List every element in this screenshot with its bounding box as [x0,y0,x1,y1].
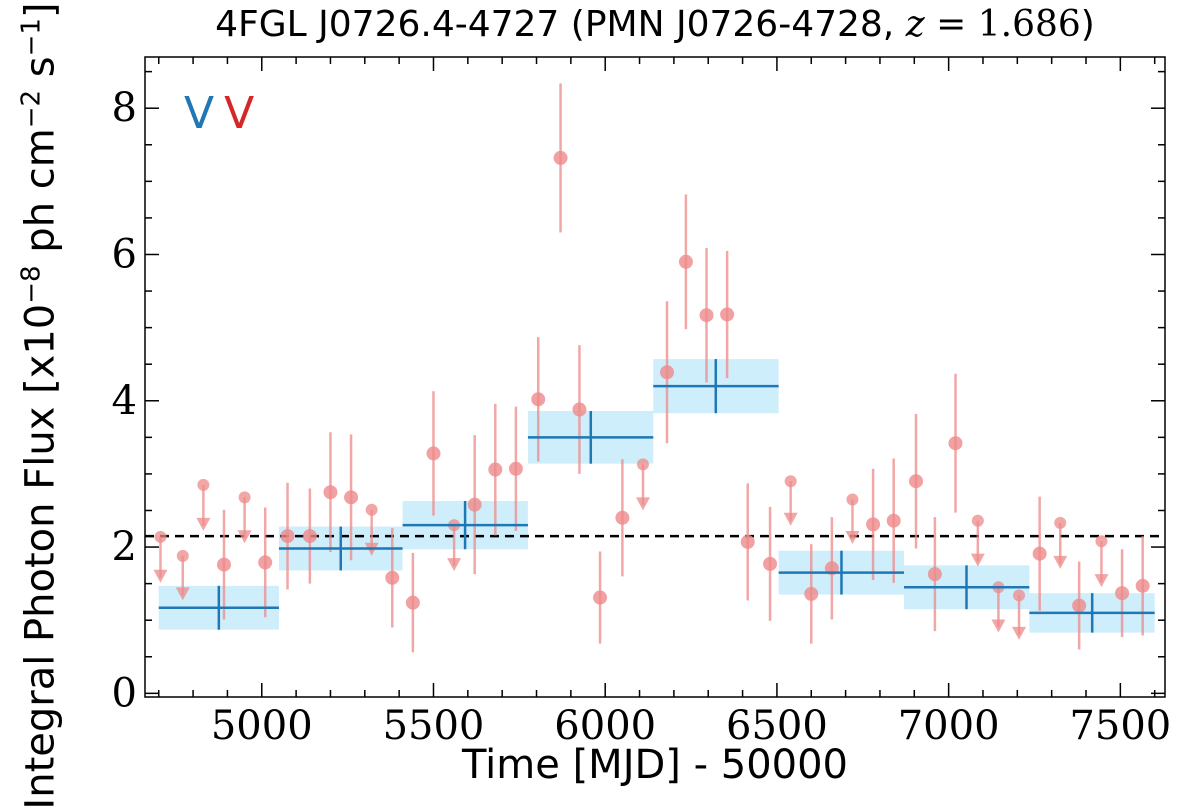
upper-limit-arrow-6 [635,497,650,511]
x-axis-label: Time [MJD] - 50000 [461,742,849,788]
y-tick-label-2: 4 [112,378,137,424]
upper-limit-point-6 [636,458,649,471]
upper-limit-arrow-13 [1094,574,1109,588]
detection-point-3 [302,529,317,544]
detection-point-12 [531,392,546,407]
upper-limit-point-11 [1013,589,1026,602]
detection-point-11 [508,461,523,476]
upper-limit-arrow-0 [153,569,168,583]
y-tick-label-3: 6 [112,231,137,277]
upper-limit-point-3 [238,491,251,504]
detection-point-16 [615,510,630,525]
detection-point-19 [699,308,714,323]
y-label-exp3: −1 [16,18,47,57]
y-label-text: Integral Photon Flux [x10 [17,303,64,810]
legend-marker-fine: V [224,88,255,139]
upper-limit-point-7 [784,475,797,488]
title-redshift-var: z [905,4,925,45]
y-tick-label-4: 8 [112,85,137,131]
detection-point-6 [385,570,400,585]
upper-limit-point-12 [1054,516,1067,529]
detection-point-20 [720,307,735,322]
detection-point-25 [866,517,881,532]
detection-point-15 [593,590,608,605]
upper-limit-arrow-10 [991,619,1006,633]
upper-limit-arrow-9 [970,553,985,567]
x-tick-label-3: 6500 [726,703,828,749]
detection-point-32 [1115,586,1130,601]
axes-frame [144,56,1166,698]
upper-limit-arrow-11 [1012,626,1027,640]
detection-point-10 [488,462,503,477]
legend-marker-coarse: V [184,88,215,139]
detection-point-9 [467,497,482,512]
y-label-exp2: −2 [16,89,47,129]
upper-limit-point-1 [176,549,189,562]
detection-point-18 [678,254,693,269]
detection-point-13 [553,150,568,165]
detection-point-17 [660,365,675,380]
y-label-end: ] [17,2,64,19]
detection-point-22 [763,556,778,571]
y-tick-label-1: 2 [112,524,137,570]
upper-limit-point-9 [971,514,984,527]
x-tick-label-1: 5500 [383,703,485,749]
detection-point-4 [323,485,338,500]
title-suffix: ) [1080,4,1095,45]
y-label-units: ph cm [17,128,64,266]
upper-limit-arrow-7 [783,512,798,526]
upper-limit-point-8 [846,493,859,506]
detection-point-29 [948,436,963,451]
upper-limit-arrow-1 [175,587,190,601]
upper-limit-arrow-8 [845,531,860,545]
upper-limit-point-0 [154,530,167,543]
upper-limit-arrow-3 [237,530,252,544]
detection-point-27 [909,474,924,489]
upper-limit-arrow-5 [447,558,462,572]
title-redshift-value: = 1.686 [924,4,1081,45]
y-tick-label-0: 0 [112,670,137,716]
detection-point-33 [1135,578,1150,593]
upper-limit-point-2 [197,478,210,491]
detection-point-31 [1072,598,1087,613]
upper-limit-arrow-2 [196,517,211,531]
detection-point-7 [405,595,420,610]
y-label-s: s [17,56,64,90]
detection-point-28 [927,567,942,582]
detection-point-26 [886,513,901,528]
y-label-exp: −8 [16,265,47,304]
detection-point-2 [280,529,295,544]
detection-point-21 [740,534,755,549]
x-tick-label-2: 6000 [554,703,656,749]
x-tick-label-4: 7000 [898,703,1000,749]
upper-limit-point-13 [1095,535,1108,548]
chart-title: 4FGL J0726.4-4727 (PMN J0726-4728, z = 1… [145,4,1165,45]
detection-point-14 [572,402,587,417]
detection-point-1 [258,555,273,570]
detection-point-8 [426,446,441,461]
title-prefix: 4FGL J0726.4-4727 (PMN J0726-4728, [215,4,906,45]
upper-limit-point-4 [365,503,378,516]
x-tick-label-0: 5000 [211,703,313,749]
detection-point-30 [1032,546,1047,561]
y-axis-label: Integral Photon Flux [x10−8 ph cm−2 s−1] [16,2,63,809]
x-tick-label-5: 7500 [1069,703,1171,749]
detection-point-5 [344,490,359,505]
upper-limit-arrow-12 [1053,555,1068,569]
detection-point-23 [804,586,819,601]
detection-point-0 [216,557,231,572]
